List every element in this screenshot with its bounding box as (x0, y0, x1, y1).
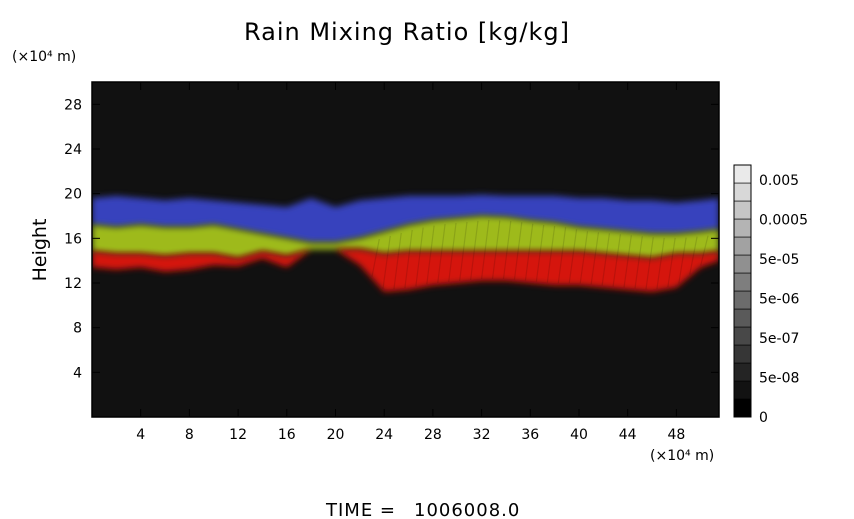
layer-streaks (371, 219, 709, 290)
colorbar-swatch (733, 362, 752, 382)
streak-line (393, 232, 402, 290)
streak-line (579, 231, 589, 284)
y-tick-label: 24 (64, 142, 82, 158)
streak-line (601, 233, 611, 286)
streak-line (371, 238, 380, 277)
colorbar: 0.005 0.0005 5e-05 5e-06 5e-07 5e-08 0 (733, 164, 808, 426)
streak-line (513, 222, 523, 280)
streak-line (590, 232, 600, 285)
streak-line (535, 224, 545, 282)
y-tick-label: 20 (64, 187, 82, 203)
y-axis-unit: (×10⁴ m) (12, 49, 76, 65)
x-tick-label: 48 (667, 427, 685, 443)
x-tick-label: 24 (375, 427, 393, 443)
streak-line (382, 235, 391, 289)
streak-line (656, 237, 665, 290)
x-ticks: 4 8 12 16 20 24 28 32 36 40 44 48 (136, 82, 685, 443)
streak-line (568, 229, 578, 284)
streak-line (623, 235, 632, 288)
colorbar-swatch (733, 254, 752, 274)
x-tick-label: 16 (278, 427, 296, 443)
colorbar-swatch (733, 272, 752, 292)
colorbar-swatch (733, 326, 752, 346)
streak-line (448, 222, 457, 282)
colorbar-swatch (733, 236, 752, 256)
streak-line (634, 236, 643, 289)
streak-line (415, 227, 424, 287)
streak-line (700, 235, 709, 266)
rain-layers (92, 194, 719, 292)
time-value: 1006008.0 (414, 500, 520, 519)
colorbar-label: 5e-08 (759, 371, 799, 387)
streak-line (502, 220, 512, 279)
x-tick-label: 28 (424, 427, 442, 443)
x-axis-unit: (×10⁴ m) (650, 448, 714, 464)
y-tick-label: 8 (73, 321, 82, 337)
y-axis-label: Height (29, 219, 51, 282)
y-tick-label: 12 (64, 276, 82, 292)
colorbar-swatch (733, 308, 752, 328)
colorbar-frame (733, 164, 752, 418)
colorbar-swatch (733, 344, 752, 364)
streak-line (524, 223, 534, 281)
x-tick-label: 20 (327, 427, 345, 443)
x-tick-label: 40 (570, 427, 588, 443)
streak-line (612, 234, 621, 287)
colorbar-swatch (733, 218, 752, 238)
x-tick-label: 32 (473, 427, 491, 443)
x-tick-label: 12 (229, 427, 247, 443)
y-tick-label: 16 (64, 231, 82, 247)
streak-line (678, 237, 687, 284)
streak-line (459, 221, 468, 281)
colorbar-swatch (733, 164, 752, 184)
streak-line (689, 236, 698, 275)
streak-line (667, 237, 676, 288)
colorbar-swatch (733, 200, 752, 220)
colorbar-swatch (733, 380, 752, 400)
colorbar-label: 5e-05 (759, 252, 799, 268)
colorbar-label: 0 (759, 410, 768, 426)
y-ticks: 4 8 12 16 20 24 28 (64, 97, 719, 381)
time-label: TIME = (325, 500, 396, 519)
x-tick-label: 4 (136, 427, 145, 443)
low-layer-band (92, 249, 719, 292)
colorbar-label: 0.005 (759, 173, 799, 189)
streak-line (437, 223, 446, 283)
colorbar-label: 0.0005 (759, 213, 808, 229)
high-layer-band (92, 194, 719, 243)
streak-line (546, 225, 556, 283)
plot-frame (91, 81, 720, 418)
streak-line (557, 227, 567, 284)
x-tick-label: 8 (185, 427, 194, 443)
mid-layer-band (92, 216, 719, 259)
x-tick-label: 36 (521, 427, 539, 443)
streak-line (491, 220, 501, 279)
colorbar-label: 5e-07 (759, 331, 799, 347)
chart-title: Rain Mixing Ratio [kg/kg] (244, 18, 570, 46)
streak-line (480, 219, 490, 279)
y-tick-label: 4 (73, 365, 82, 381)
x-tick-label: 44 (619, 427, 637, 443)
colorbar-swatch (733, 398, 752, 418)
streak-line (645, 237, 654, 290)
colorbar-swatch (733, 182, 752, 202)
y-tick-label: 28 (64, 97, 82, 113)
streak-line (426, 225, 435, 285)
colorbar-label: 5e-06 (759, 292, 799, 308)
streak-line (404, 229, 413, 289)
streak-line (470, 220, 479, 280)
colorbar-swatch (733, 290, 752, 310)
